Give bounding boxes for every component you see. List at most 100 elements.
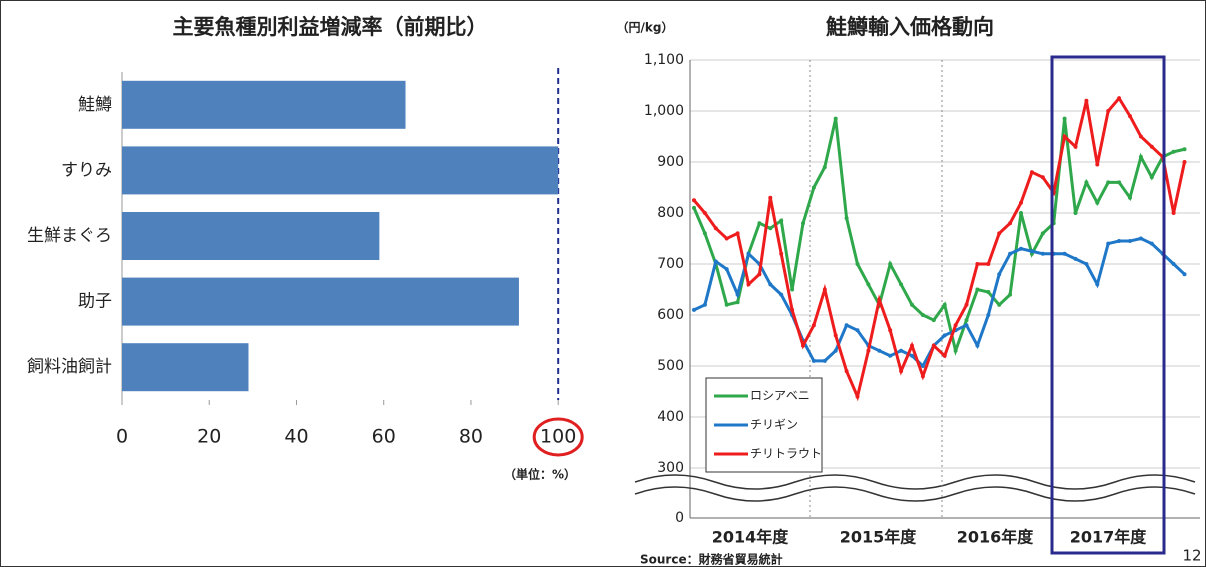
point	[1073, 144, 1078, 149]
point	[1019, 200, 1023, 205]
point	[779, 251, 784, 256]
point	[855, 328, 860, 333]
point	[1040, 251, 1045, 256]
series-line	[692, 118, 1185, 356]
legend-label: チリギン	[750, 418, 798, 432]
point	[746, 282, 751, 287]
point	[1073, 256, 1078, 261]
point	[757, 272, 762, 277]
y-tick-label: 生鮮まぐろ	[27, 226, 112, 246]
y-tick-label: 飼料油飼計	[27, 357, 112, 377]
x-group-label: 2015年度	[840, 528, 918, 547]
chart-title: 鮭鱒輸入価格動向	[826, 15, 994, 39]
point	[1128, 195, 1132, 200]
bar	[122, 277, 519, 326]
x-group-label: 2014年度	[712, 528, 790, 547]
point	[1084, 262, 1089, 266]
point	[822, 165, 827, 170]
point	[1019, 246, 1023, 251]
point	[811, 185, 816, 190]
point	[1138, 236, 1143, 241]
point	[997, 302, 1002, 307]
point	[1149, 241, 1154, 246]
point	[811, 323, 816, 328]
x-group-label: 2017年度	[1070, 528, 1148, 547]
bar	[122, 146, 559, 195]
page-number: 12	[1182, 547, 1201, 565]
point	[844, 216, 849, 221]
unit-label: （単位：%）	[504, 467, 576, 482]
point	[1062, 116, 1067, 121]
axis-break	[634, 474, 1196, 490]
y-tick-label: 500	[657, 358, 684, 374]
point	[1084, 98, 1089, 103]
y-tick-label: 0	[675, 510, 684, 526]
point	[833, 333, 838, 338]
point	[1182, 160, 1187, 164]
point	[953, 348, 958, 353]
chart-title: 主要魚種別利益増減率（前期比）	[173, 15, 488, 39]
point	[1008, 251, 1013, 256]
x-tick-label: 40	[284, 426, 308, 448]
point	[964, 318, 969, 323]
point	[811, 358, 816, 363]
point	[724, 236, 729, 241]
point	[801, 343, 805, 348]
y-tick-label: 800	[657, 205, 684, 221]
point	[997, 272, 1002, 277]
point	[1019, 211, 1023, 215]
point	[1171, 262, 1176, 266]
series-line	[693, 236, 1186, 369]
y-tick-label: すりみ	[61, 160, 112, 180]
point	[964, 323, 969, 328]
point	[910, 302, 914, 307]
point	[1171, 211, 1176, 215]
point	[964, 302, 969, 307]
point	[768, 195, 773, 200]
point	[920, 313, 925, 317]
point	[855, 262, 860, 266]
source: Source：財務省貿易統計	[640, 552, 783, 567]
point	[910, 343, 914, 348]
point	[888, 328, 893, 333]
y-unit: （円/kg）	[617, 20, 674, 35]
point	[899, 282, 904, 287]
point	[692, 198, 696, 203]
point	[1117, 239, 1122, 244]
x-tick-label: 0	[116, 426, 128, 448]
highlight-circle	[532, 417, 584, 457]
point	[975, 343, 980, 348]
point	[1029, 249, 1034, 254]
point	[833, 348, 838, 353]
point	[942, 353, 947, 358]
y-tick-label: 900	[657, 154, 684, 170]
point	[1095, 200, 1100, 205]
point	[1008, 221, 1013, 226]
y-tick-label: 1,000	[644, 103, 684, 119]
axis-break	[634, 486, 1196, 502]
series-line	[692, 95, 1186, 402]
point	[899, 348, 904, 353]
point	[997, 231, 1002, 236]
point	[702, 211, 707, 215]
y-tick-label: 700	[657, 256, 684, 272]
y-tick-label: 300	[657, 460, 684, 476]
point	[713, 259, 718, 264]
y-tick-label: 鮭鱒	[78, 95, 112, 115]
point	[1062, 134, 1067, 139]
point	[1117, 180, 1122, 185]
point	[1062, 251, 1067, 256]
point	[1138, 154, 1143, 159]
point	[746, 251, 751, 256]
point	[768, 282, 773, 287]
point	[1029, 170, 1034, 175]
point	[975, 262, 980, 266]
point	[1182, 272, 1187, 277]
point	[735, 231, 740, 236]
point	[1008, 292, 1013, 297]
point	[855, 394, 860, 399]
point	[1171, 149, 1176, 154]
point	[931, 318, 936, 323]
point	[877, 297, 882, 302]
